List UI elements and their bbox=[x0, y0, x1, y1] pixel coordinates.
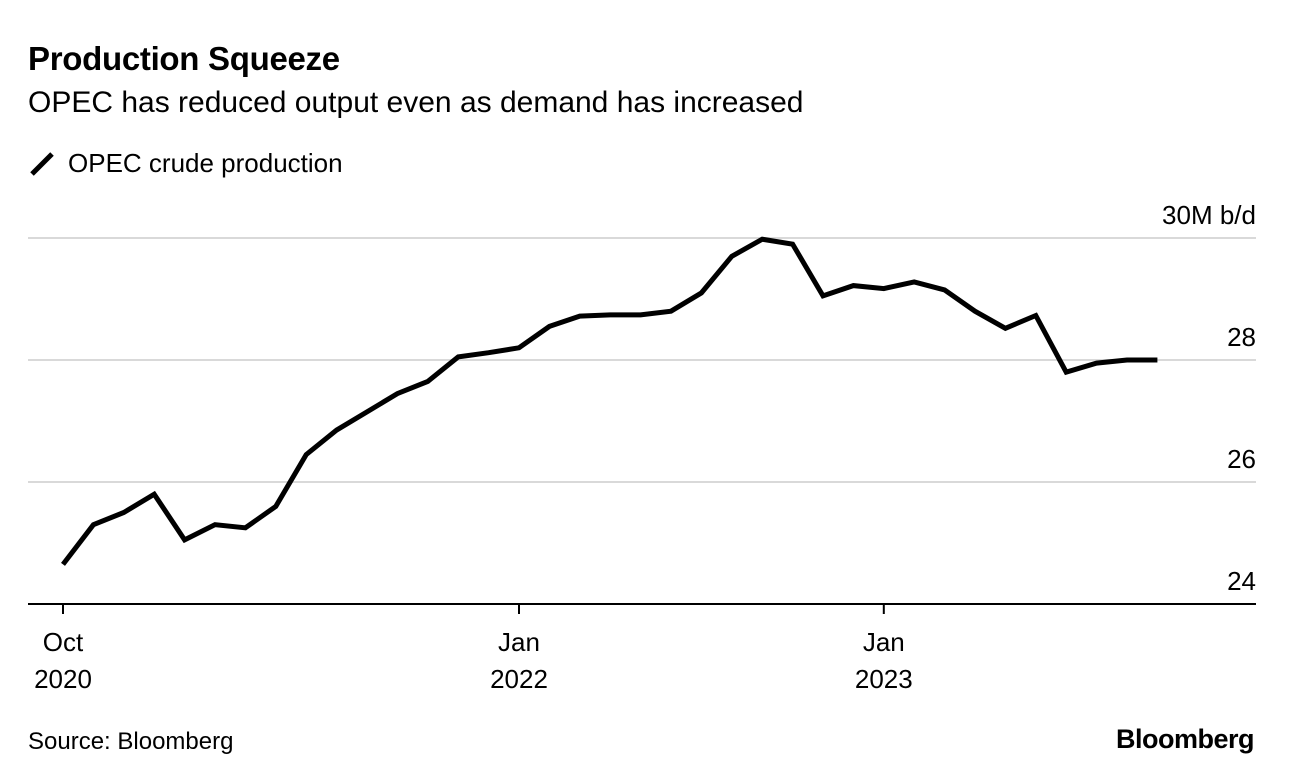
source-note: Source: Bloomberg bbox=[28, 728, 234, 755]
data-points bbox=[63, 239, 1158, 564]
legend-label: OPEC crude production bbox=[68, 148, 343, 178]
x-tick-label-year: 2022 bbox=[490, 664, 548, 694]
x-tick-label-month: Jan bbox=[863, 627, 905, 657]
gridlines bbox=[28, 237, 1256, 483]
x-tick-label-year: 2023 bbox=[855, 664, 913, 694]
bloomberg-logo: Bloomberg bbox=[1115, 724, 1255, 754]
legend: OPEC crude production bbox=[28, 148, 343, 179]
x-tick-label-month: Oct bbox=[43, 627, 84, 657]
chart-subtitle: OPEC has reduced output even as demand h… bbox=[28, 86, 804, 119]
y-tick-label-24: 24 bbox=[1227, 566, 1256, 596]
x-axis-ticks: Oct 2020 Jan 2022 Jan 2023 bbox=[34, 604, 913, 694]
y-tick-label-30: 30M b/d bbox=[1162, 200, 1256, 230]
line-swatch-icon bbox=[30, 151, 54, 176]
x-tick-label-year: 2020 bbox=[34, 664, 92, 694]
y-axis-ticks: 30M b/d 28 26 24 bbox=[1162, 200, 1256, 596]
x-tick-label-month: Jan bbox=[498, 627, 540, 657]
series-line-opec-crude-production bbox=[61, 236, 1158, 566]
y-tick-label-26: 26 bbox=[1227, 444, 1256, 474]
y-tick-label-28: 28 bbox=[1227, 322, 1256, 352]
chart-title: Production Squeeze bbox=[28, 40, 340, 77]
